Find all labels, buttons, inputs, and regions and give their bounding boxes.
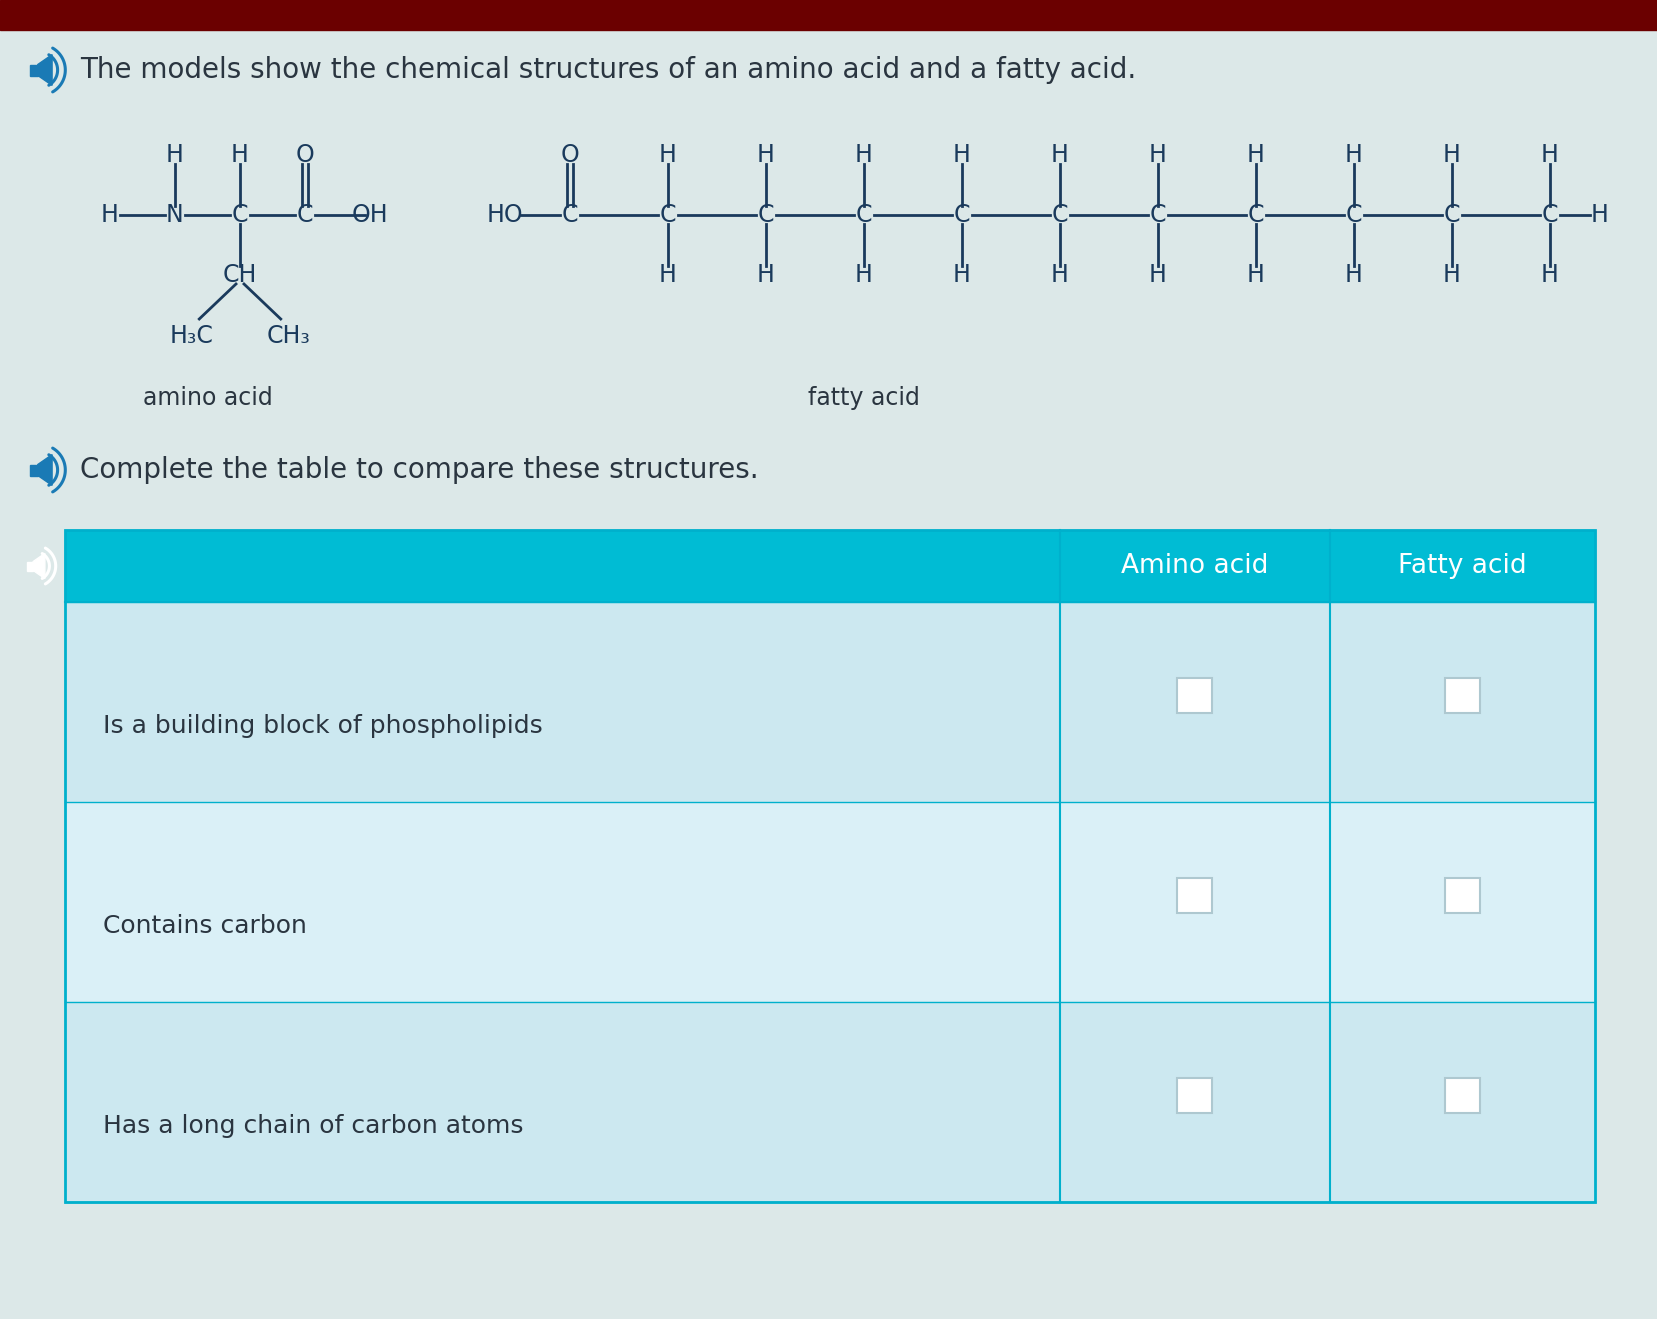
Text: H: H	[1442, 142, 1460, 168]
Bar	[1176, 678, 1211, 714]
Text: Complete the table to compare these structures.: Complete the table to compare these stru…	[80, 456, 759, 484]
Text: CH₃: CH₃	[267, 324, 310, 348]
Text: fatty acid: fatty acid	[807, 386, 920, 410]
Text: C: C	[232, 203, 249, 227]
Bar	[65, 601, 1594, 802]
Text: H: H	[1442, 262, 1460, 288]
Text: C: C	[1443, 203, 1460, 227]
Text: H: H	[1539, 142, 1558, 168]
Text: C: C	[953, 203, 969, 227]
Text: O: O	[295, 142, 315, 168]
Bar	[27, 562, 33, 571]
Text: H: H	[1051, 262, 1069, 288]
Text: C: C	[1248, 203, 1264, 227]
Text: H: H	[1344, 142, 1362, 168]
Text: C: C	[297, 203, 313, 227]
Text: Fatty acid: Fatty acid	[1397, 553, 1526, 579]
Bar	[65, 530, 1594, 1202]
Bar	[1176, 1078, 1211, 1113]
Polygon shape	[38, 455, 51, 485]
Text: Has a long chain of carbon atoms: Has a long chain of carbon atoms	[103, 1115, 524, 1138]
Bar	[1445, 1078, 1480, 1113]
Text: Amino acid: Amino acid	[1120, 553, 1268, 579]
Text: C: C	[855, 203, 872, 227]
Text: H: H	[659, 142, 676, 168]
Bar	[65, 530, 1594, 601]
Text: H: H	[757, 262, 774, 288]
Bar	[30, 65, 38, 75]
Text: C: C	[1345, 203, 1362, 227]
Text: HO: HO	[487, 203, 524, 227]
Text: CH: CH	[222, 262, 257, 288]
Bar	[0, 0, 1657, 30]
Text: H: H	[230, 142, 249, 168]
Text: H: H	[1246, 142, 1264, 168]
Text: C: C	[1541, 203, 1558, 227]
Text: amino acid: amino acid	[143, 386, 272, 410]
Polygon shape	[33, 554, 45, 579]
Text: H: H	[757, 142, 774, 168]
Text: C: C	[1051, 203, 1067, 227]
Text: H: H	[659, 262, 676, 288]
Text: C: C	[659, 203, 676, 227]
Text: H: H	[1591, 203, 1607, 227]
Text: C: C	[562, 203, 578, 227]
Text: H: H	[855, 262, 873, 288]
Text: H: H	[1344, 262, 1362, 288]
Bar	[65, 1002, 1594, 1202]
Bar	[1445, 878, 1480, 913]
Text: H: H	[166, 142, 184, 168]
Text: Is a building block of phospholipids: Is a building block of phospholipids	[103, 714, 542, 739]
Text: H: H	[1539, 262, 1558, 288]
Text: H: H	[1051, 142, 1069, 168]
Text: H: H	[1246, 262, 1264, 288]
Text: H: H	[101, 203, 119, 227]
Bar	[65, 802, 1594, 1002]
Text: Contains carbon: Contains carbon	[103, 914, 307, 938]
Text: H: H	[1148, 262, 1167, 288]
Text: N: N	[166, 203, 184, 227]
Text: H: H	[953, 142, 971, 168]
Text: C: C	[1148, 203, 1165, 227]
Text: H: H	[953, 262, 971, 288]
Text: H: H	[1148, 142, 1167, 168]
Text: H: H	[855, 142, 873, 168]
Text: H₃C: H₃C	[169, 324, 214, 348]
Text: C: C	[757, 203, 774, 227]
Text: O: O	[560, 142, 578, 168]
Text: The models show the chemical structures of an amino acid and a fatty acid.: The models show the chemical structures …	[80, 55, 1135, 84]
Bar	[30, 464, 38, 476]
Text: OH: OH	[351, 203, 388, 227]
Polygon shape	[38, 54, 51, 86]
Bar	[1445, 678, 1480, 714]
Bar	[1176, 878, 1211, 913]
